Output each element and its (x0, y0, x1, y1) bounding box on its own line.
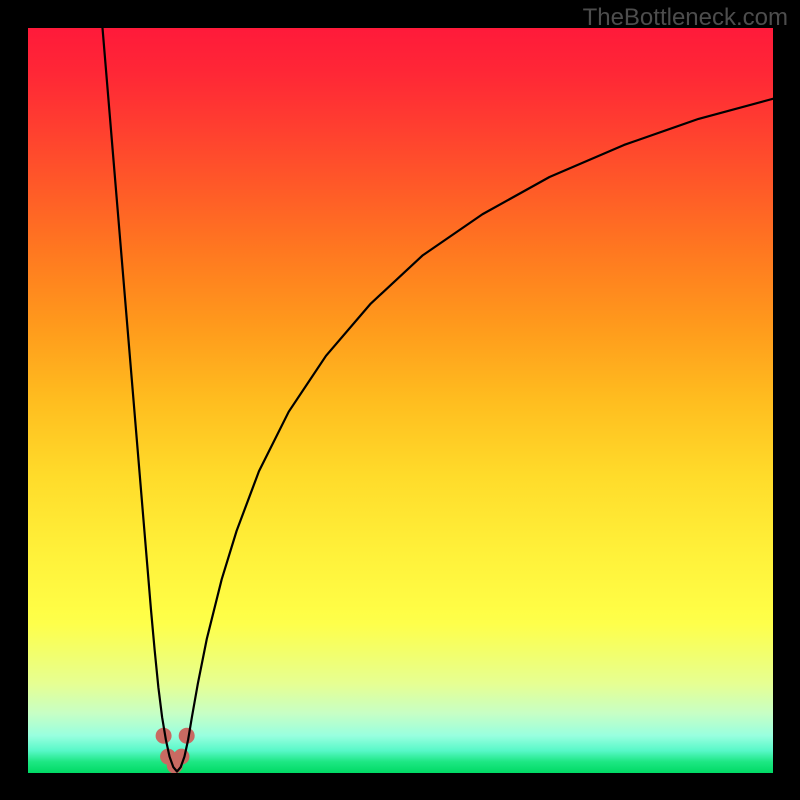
chart-svg (0, 0, 800, 800)
gradient-background (28, 28, 773, 773)
watermark-text: TheBottleneck.com (583, 4, 788, 32)
